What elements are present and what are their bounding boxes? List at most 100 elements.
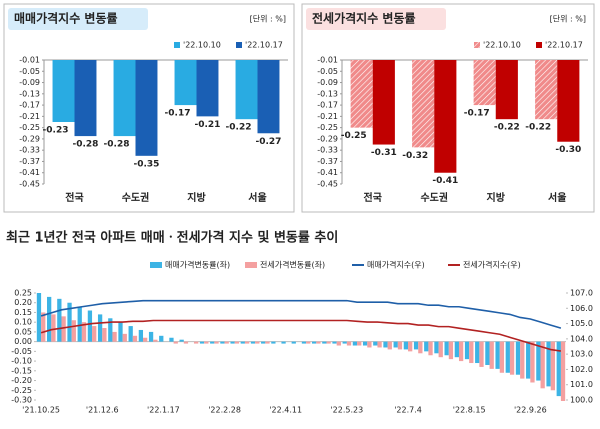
y-tick-label: 0.20 xyxy=(14,298,32,307)
bar xyxy=(47,296,52,342)
bar xyxy=(224,341,229,344)
y-tick-label: -0.33 xyxy=(19,146,40,155)
bar xyxy=(557,60,580,142)
bar xyxy=(257,60,280,134)
bar xyxy=(153,339,158,342)
x-tick-label: '22.4.11 xyxy=(269,406,302,415)
y-tick-label: -0.25 xyxy=(317,123,338,132)
data-label: -0.35 xyxy=(134,159,160,169)
bar xyxy=(52,60,75,122)
x-tick-label: 지방 xyxy=(187,191,206,204)
bar xyxy=(505,341,510,373)
y2-tick-label: 106.0 xyxy=(570,304,593,313)
x-tick-label: 서울 xyxy=(248,191,266,204)
y-tick-label: 0.00 xyxy=(14,337,32,346)
bar xyxy=(240,341,245,344)
plot-area xyxy=(36,293,566,401)
bar xyxy=(535,60,558,120)
x-tick-label: '21.12.6 xyxy=(86,406,119,415)
data-label: -0.28 xyxy=(73,140,99,150)
data-label: -0.31 xyxy=(371,148,397,158)
bar xyxy=(509,341,515,375)
bar xyxy=(122,333,127,342)
bar xyxy=(473,60,496,106)
bar xyxy=(479,341,484,367)
x-tick-label: '22.1.17 xyxy=(147,406,180,415)
bar xyxy=(357,341,362,346)
bar xyxy=(489,341,494,369)
bar xyxy=(428,341,433,356)
y-tick-label: -0.29 xyxy=(317,134,338,143)
legend-label: 전세가격변동률(좌) xyxy=(260,260,325,270)
legend-swatch xyxy=(536,42,542,48)
bar xyxy=(220,341,225,344)
legend-swatch xyxy=(245,262,257,268)
legend-swatch xyxy=(474,42,480,48)
y-tick-label: -0.13 xyxy=(317,89,338,98)
bar xyxy=(214,341,219,344)
bar xyxy=(377,341,382,348)
y-tick-label: -0.41 xyxy=(317,168,338,177)
bar xyxy=(475,341,480,364)
line xyxy=(40,299,562,329)
bar xyxy=(179,339,184,342)
bar xyxy=(408,341,413,352)
legend-label: 매매가격변동률(좌) xyxy=(165,260,230,270)
bar xyxy=(159,335,164,342)
bar xyxy=(87,310,93,342)
x-tick-label: 전국 xyxy=(364,191,382,204)
panel-title: 매매가격지수 변동률 xyxy=(14,11,118,26)
bar xyxy=(169,337,174,342)
bar xyxy=(418,341,423,354)
y-tick-label: -0.05 xyxy=(317,67,338,76)
bar xyxy=(234,341,240,344)
bar xyxy=(118,322,123,342)
bar xyxy=(515,341,521,375)
bar xyxy=(412,60,435,148)
bar xyxy=(81,322,87,342)
bar xyxy=(301,341,307,344)
legend-swatch xyxy=(174,42,180,48)
bar xyxy=(556,341,561,397)
bar xyxy=(148,331,154,342)
legend-label: '22.10.17 xyxy=(245,41,283,50)
x-tick-label: '22.9.26 xyxy=(514,406,547,415)
y-tick-label: -0.09 xyxy=(19,78,40,87)
bar xyxy=(135,60,158,156)
bar xyxy=(77,306,82,342)
y-tick-label: -0.21 xyxy=(19,112,40,121)
bar xyxy=(438,341,443,358)
bar xyxy=(71,320,76,342)
legend-swatch xyxy=(236,42,242,48)
bar xyxy=(102,328,107,342)
bar xyxy=(469,341,474,364)
bar xyxy=(350,60,373,128)
y-tick-label: -0.45 xyxy=(19,180,40,189)
data-label: -0.27 xyxy=(256,137,282,147)
chart-title: 최근 1년간 전국 아파트 매매ㆍ전세가격 지수 및 변동률 추이 xyxy=(6,230,338,246)
y-tick-label: -0.45 xyxy=(317,180,338,189)
data-label: -0.30 xyxy=(555,145,581,155)
bar xyxy=(183,341,189,344)
bar xyxy=(57,298,62,342)
panel-title: 전세가격지수 변동률 xyxy=(312,11,416,26)
x-tick-label: '22.2.28 xyxy=(208,406,241,415)
bar xyxy=(230,341,235,344)
legend-swatch xyxy=(150,262,162,268)
x-tick-label: '22.8.15 xyxy=(453,406,486,415)
unit-label: [단위 : %] xyxy=(250,14,286,24)
y-tick-label: -0.05 xyxy=(11,347,32,356)
data-label: -0.22 xyxy=(226,123,252,133)
bar xyxy=(346,341,352,346)
y-tick-label: -0.10 xyxy=(11,357,32,366)
bar xyxy=(138,329,144,342)
bar xyxy=(403,341,409,350)
y2-tick-label: 100.0 xyxy=(570,396,593,405)
data-label: -0.32 xyxy=(402,151,428,161)
bar xyxy=(113,60,136,137)
y-tick-label: -0.25 xyxy=(19,123,40,132)
x-tick-label: 전국 xyxy=(65,191,83,204)
bar xyxy=(281,341,286,344)
bar xyxy=(536,341,541,381)
bar xyxy=(128,326,133,342)
